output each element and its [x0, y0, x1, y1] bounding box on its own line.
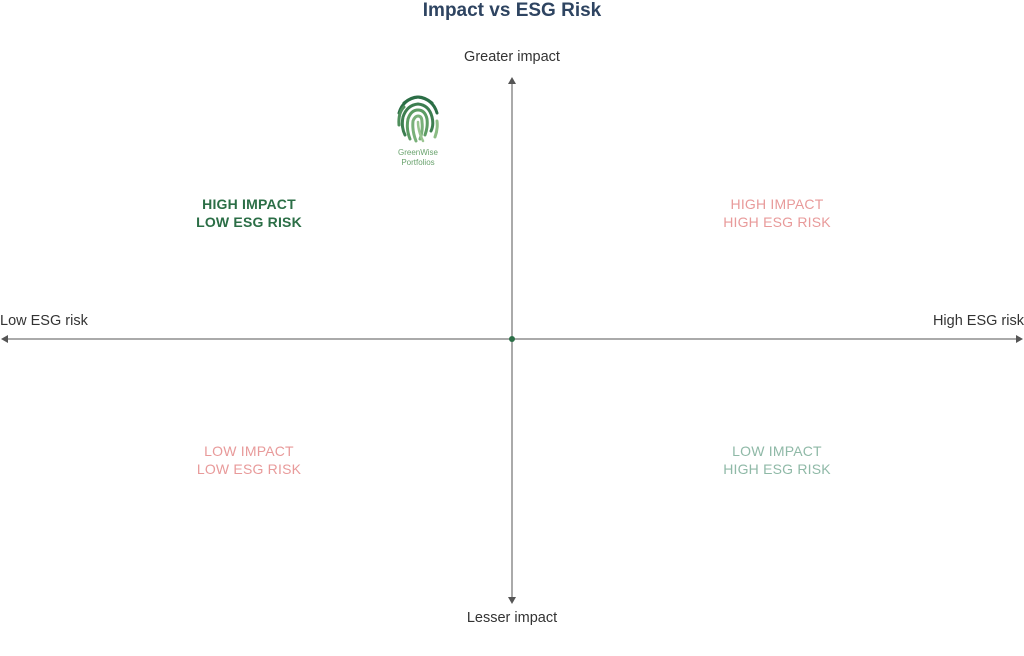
axis-label-high-esg-risk: High ESG risk	[932, 313, 1024, 329]
quadrant-bottom-left-line1: LOW IMPACT	[204, 443, 294, 459]
quadrant-top-left-line2: LOW ESG RISK	[196, 214, 302, 230]
axis-label-low-esg-risk: Low ESG risk	[0, 313, 88, 329]
axis-label-lesser-impact: Lesser impact	[466, 610, 558, 626]
quadrant-top-left-line1: HIGH IMPACT	[202, 196, 296, 212]
quadrant-bottom-right-line1: LOW IMPACT	[732, 443, 822, 459]
axis-label-greater-impact: Greater impact	[464, 49, 560, 65]
logo-text: GreenWise Portfolios	[383, 148, 453, 168]
origin-dot	[509, 336, 515, 342]
quadrant-top-right-line1: HIGH IMPACT	[730, 196, 824, 212]
quadrant-top-right: HIGH IMPACT HIGH ESG RISK	[647, 195, 907, 231]
quadrant-top-left: HIGH IMPACT LOW ESG RISK	[119, 195, 379, 231]
fingerprint-icon	[397, 95, 439, 143]
greenwise-logo: GreenWise Portfolios	[383, 91, 453, 168]
quadrant-bottom-right-line2: HIGH ESG RISK	[723, 461, 831, 477]
diagram-title: Impact vs ESG Risk	[422, 0, 602, 21]
quadrant-bottom-right: LOW IMPACT HIGH ESG RISK	[647, 442, 907, 478]
quadrant-top-right-line2: HIGH ESG RISK	[723, 214, 831, 230]
quadrant-bottom-left: LOW IMPACT LOW ESG RISK	[119, 442, 379, 478]
logo-text-line2: Portfolios	[401, 158, 435, 167]
quadrant-bottom-left-line2: LOW ESG RISK	[196, 461, 302, 477]
logo-text-line1: GreenWise	[397, 148, 438, 157]
